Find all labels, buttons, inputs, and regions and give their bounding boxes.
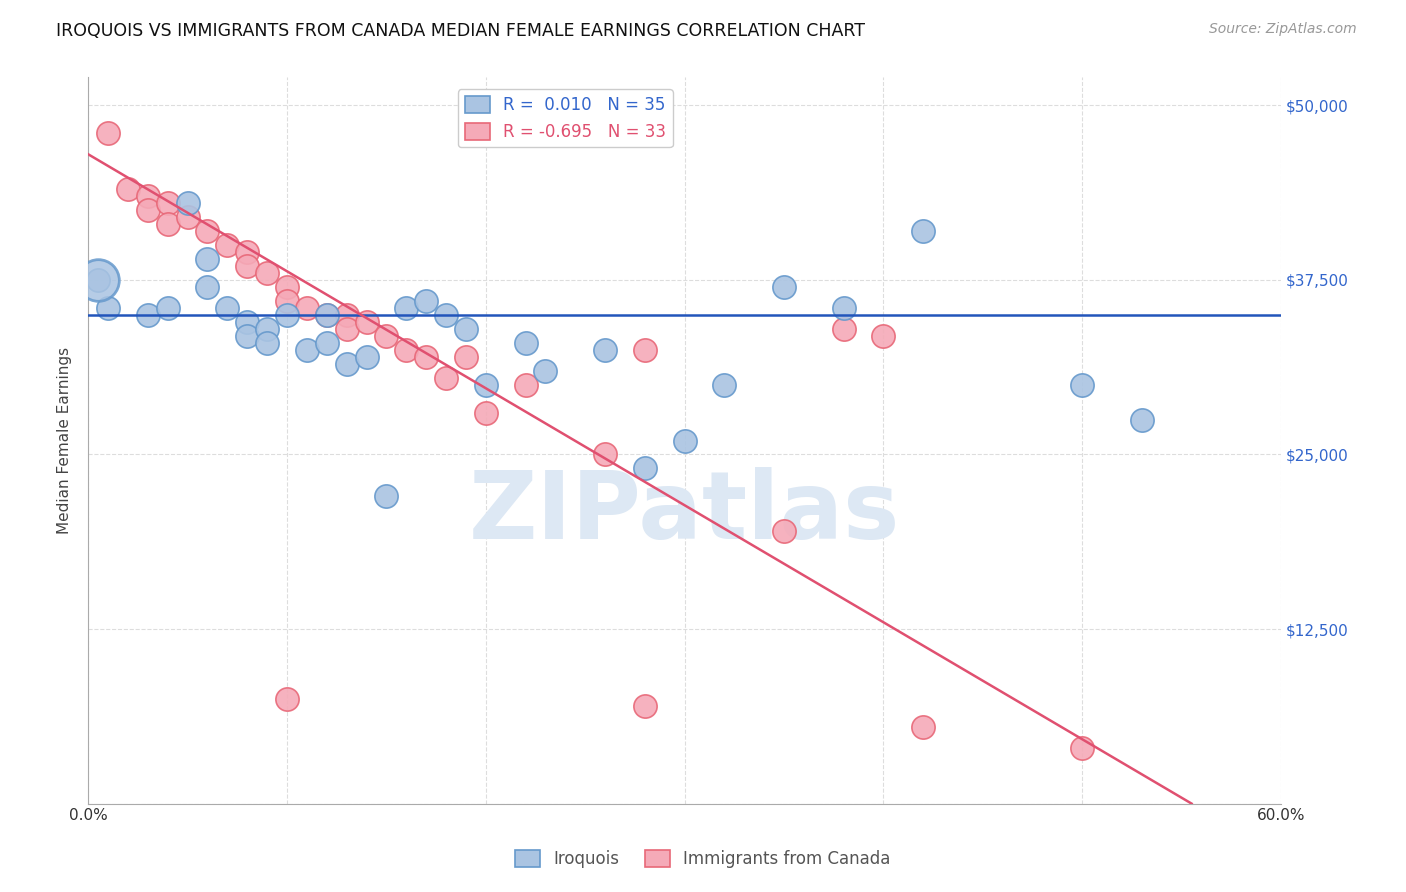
Point (336, 308, 359, 322)
Point (415, 293, 437, 308)
Point (634, 461, 657, 475)
Point (136, 203, 159, 218)
Point (872, 328, 894, 343)
Point (236, 315, 259, 329)
Point (515, 377, 537, 392)
Point (315, 308, 337, 322)
Point (156, 301, 179, 315)
Point (236, 259, 259, 273)
Point (593, 448, 616, 462)
Point (176, 210, 198, 224)
Point (276, 293, 298, 308)
Point (87, 273, 110, 287)
Point (256, 322, 278, 336)
Point (197, 252, 219, 266)
Point (634, 343, 657, 357)
Point (336, 357, 359, 371)
Point (136, 308, 159, 322)
Point (87, 273, 110, 287)
Y-axis label: Median Female Earnings: Median Female Earnings (58, 347, 72, 534)
Point (912, 720, 935, 734)
Point (336, 322, 359, 336)
Point (97, 126, 120, 140)
Point (454, 322, 477, 336)
Point (256, 266, 278, 280)
Legend: R =  0.010   N = 35, R = -0.695   N = 33: R = 0.010 N = 35, R = -0.695 N = 33 (458, 89, 672, 147)
Legend: Iroquois, Immigrants from Canada: Iroquois, Immigrants from Canada (509, 843, 897, 875)
Point (634, 698, 657, 713)
Point (197, 280, 219, 294)
Point (375, 328, 398, 343)
Point (295, 343, 318, 357)
Point (475, 377, 498, 392)
Point (117, 182, 139, 196)
Point (356, 350, 378, 364)
Point (236, 245, 259, 260)
Point (156, 196, 179, 211)
Point (356, 315, 378, 329)
Text: Source: ZipAtlas.com: Source: ZipAtlas.com (1209, 22, 1357, 37)
Point (593, 343, 616, 357)
Point (256, 335, 278, 350)
Point (217, 238, 239, 252)
Point (773, 280, 796, 294)
Point (534, 364, 557, 378)
Point (375, 489, 398, 503)
Point (773, 524, 796, 539)
Point (832, 301, 855, 315)
Point (415, 350, 437, 364)
Point (1071, 740, 1094, 755)
Point (475, 406, 498, 420)
Point (315, 335, 337, 350)
Point (395, 301, 418, 315)
Point (315, 308, 337, 322)
Point (832, 322, 855, 336)
Point (136, 189, 159, 203)
Point (1071, 377, 1094, 392)
Point (156, 217, 179, 231)
Point (276, 308, 298, 322)
Point (276, 280, 298, 294)
Point (276, 691, 298, 706)
Point (713, 377, 735, 392)
Point (217, 301, 239, 315)
Point (176, 196, 198, 211)
Point (515, 335, 537, 350)
Text: IROQUOIS VS IMMIGRANTS FROM CANADA MEDIAN FEMALE EARNINGS CORRELATION CHART: IROQUOIS VS IMMIGRANTS FROM CANADA MEDIA… (56, 22, 865, 40)
Point (912, 224, 935, 238)
Point (434, 308, 457, 322)
Point (454, 350, 477, 364)
Point (395, 343, 418, 357)
Point (97, 301, 120, 315)
Point (673, 434, 696, 448)
Point (197, 224, 219, 238)
Point (236, 328, 259, 343)
Point (434, 370, 457, 384)
Text: ZIPatlas: ZIPatlas (470, 467, 900, 559)
Point (1130, 412, 1153, 426)
Point (295, 301, 318, 315)
